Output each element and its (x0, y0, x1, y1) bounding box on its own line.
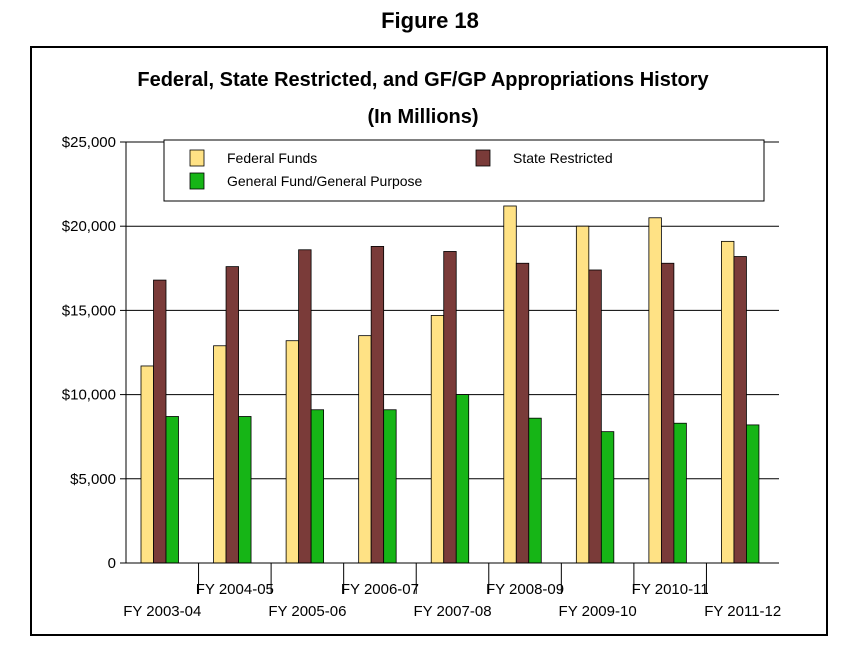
chart-title: Federal, State Restricted, and GF/GP App… (137, 69, 709, 91)
x-tick-label: FY 2003-04 (123, 603, 201, 620)
bar-state-restricted-fy-2009-10 (588, 269, 602, 564)
chart-subtitle: (In Millions) (367, 106, 478, 128)
y-tick-label: 0 (108, 555, 116, 572)
bar-federal-funds-fy-2006-07 (358, 335, 372, 564)
legend-label-general-fund-general-purpose: General Fund/General Purpose (227, 173, 423, 189)
bar-federal-funds-fy-2007-08 (430, 315, 445, 564)
x-tick-label: FY 2009-10 (559, 603, 637, 620)
bar-federal-funds-fy-2005-06 (285, 340, 300, 564)
bar-federal-funds-fy-2003-04 (140, 365, 154, 564)
bar-general-fund-general-purpose-fy-2009-10 (600, 431, 615, 564)
x-tick-label: FY 2006-07 (341, 581, 419, 598)
bar-federal-funds-fy-2004-05 (213, 345, 227, 564)
y-tick-label: $5,000 (70, 471, 116, 488)
x-tick-label: FY 2008-09 (486, 581, 564, 598)
legend-swatch-state-restricted (475, 149, 491, 167)
x-tick-label: FY 2004-05 (196, 581, 274, 598)
x-tick-label: FY 2007-08 (413, 603, 491, 620)
y-tick-label: $15,000 (62, 302, 116, 319)
bar-general-fund-general-purpose-fy-2008-09 (528, 417, 542, 564)
figure-label: Figure 18 (381, 8, 479, 33)
bar-federal-funds-fy-2011-12 (721, 240, 735, 564)
bar-general-fund-general-purpose-fy-2004-05 (238, 416, 252, 564)
x-tick-label: FY 2010-11 (632, 581, 709, 598)
y-tick-label: $20,000 (62, 218, 116, 235)
x-tick-label: FY 2005-06 (268, 603, 346, 620)
bar-general-fund-general-purpose-fy-2006-07 (383, 409, 397, 564)
bar-state-restricted-fy-2003-04 (153, 279, 167, 564)
bar-general-fund-general-purpose-fy-2003-04 (165, 416, 179, 564)
chart-frame: 0 $5,000 $10,000 $15,000 $20,000 $25,000 FY 20… (30, 46, 828, 636)
legend-label-federal-funds: Federal Funds (227, 150, 317, 166)
bar-state-restricted-fy-2011-12 (733, 256, 747, 564)
legend-box (163, 139, 765, 202)
y-tick-label: $10,000 (62, 387, 116, 404)
legend: Federal Funds State Restricted General Fun… (163, 139, 765, 202)
legend-swatch-general-fund-general-purpose (189, 172, 205, 190)
bar-state-restricted-fy-2010-11 (660, 262, 675, 564)
bar-state-restricted-fy-2004-05 (225, 266, 239, 564)
chart: 0 $5,000 $10,000 $15,000 $20,000 $25,000 FY 20… (62, 69, 781, 620)
bar-state-restricted-fy-2008-09 (515, 262, 530, 564)
legend-label-state-restricted: State Restricted (513, 150, 613, 166)
bar-federal-funds-fy-2009-10 (575, 225, 590, 564)
axis-layer: 0 $5,000 $10,000 $15,000 $20,000 $25,000 FY 20… (62, 134, 781, 620)
y-tick-label: $25,000 (62, 134, 116, 151)
bar-federal-funds-fy-2010-11 (648, 217, 662, 564)
bar-state-restricted-fy-2006-07 (370, 246, 385, 564)
bar-state-restricted-fy-2005-06 (298, 249, 312, 564)
bar-general-fund-general-purpose-fy-2011-12 (746, 424, 760, 564)
bar-federal-funds-fy-2008-09 (503, 205, 517, 564)
bar-general-fund-general-purpose-fy-2007-08 (455, 394, 470, 564)
bar-general-fund-general-purpose-fy-2010-11 (673, 422, 687, 564)
bar-general-fund-general-purpose-fy-2005-06 (310, 409, 325, 564)
bar-state-restricted-fy-2007-08 (443, 251, 457, 564)
legend-swatch-federal-funds (189, 149, 205, 167)
x-tick-label: FY 2011-12 (704, 603, 781, 620)
bar-layer (140, 205, 760, 564)
